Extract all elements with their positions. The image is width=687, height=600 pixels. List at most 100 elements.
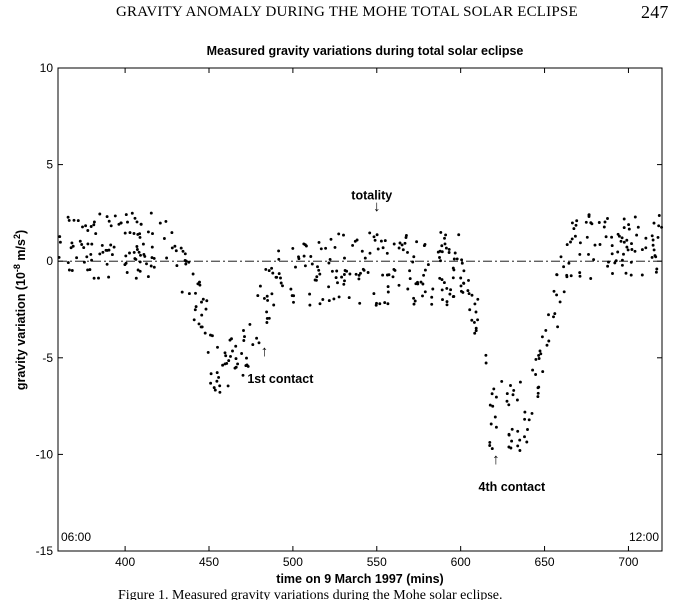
data-point [536, 391, 540, 395]
data-point [141, 242, 145, 246]
data-point [622, 252, 625, 256]
data-point [152, 256, 156, 260]
data-point [372, 292, 376, 296]
data-point [455, 257, 459, 261]
data-point [630, 248, 634, 251]
data-point [123, 231, 127, 235]
data-point [657, 214, 661, 217]
data-point [470, 293, 474, 297]
data-point [545, 343, 549, 347]
data-point [152, 265, 156, 269]
y-axis-label-unit: m/s [14, 239, 28, 264]
data-point [474, 310, 478, 314]
data-point [569, 240, 572, 244]
data-point [622, 240, 626, 244]
data-point [187, 292, 191, 296]
x-tick-label: 550 [367, 555, 387, 569]
data-point [376, 247, 380, 251]
data-point [544, 328, 548, 332]
data-point [229, 354, 232, 358]
data-point [411, 260, 415, 264]
data-point [309, 255, 313, 258]
data-point [526, 428, 529, 431]
data-point [640, 273, 644, 277]
data-point [105, 262, 109, 266]
data-point [430, 302, 434, 306]
data-point [383, 239, 387, 243]
data-point [217, 375, 221, 379]
data-point [89, 225, 93, 228]
data-point [555, 273, 559, 277]
data-point [201, 297, 205, 301]
data-point [212, 386, 216, 390]
data-point [447, 247, 451, 251]
data-point [162, 237, 166, 240]
data-point [500, 379, 504, 383]
data-point [578, 241, 582, 245]
data-point [651, 243, 655, 247]
data-point [466, 289, 470, 293]
data-point [347, 296, 351, 300]
data-point [421, 282, 425, 286]
data-point [327, 299, 331, 303]
data-point [179, 246, 183, 250]
data-point [224, 354, 228, 358]
chart-title: Measured gravity variations during total… [207, 44, 524, 58]
data-point [537, 357, 541, 360]
data-point [449, 288, 453, 292]
data-point [203, 331, 207, 335]
annotation-arrow: ↓ [373, 198, 381, 215]
data-point [66, 261, 70, 265]
data-point [598, 243, 602, 246]
data-point [149, 264, 153, 268]
data-point [138, 269, 142, 273]
data-point [139, 222, 143, 226]
data-point [233, 366, 237, 370]
data-point [98, 252, 102, 256]
data-point [69, 246, 73, 250]
data-point [443, 242, 447, 246]
data-point [573, 234, 577, 238]
data-point [138, 232, 142, 236]
data-point [462, 269, 466, 273]
data-point [265, 294, 269, 298]
data-point [422, 273, 426, 277]
data-point [221, 363, 225, 367]
data-point [510, 439, 514, 443]
data-point [271, 271, 275, 275]
data-point [587, 252, 590, 256]
annotation-label: totality [351, 188, 392, 202]
data-point [324, 246, 328, 250]
data-point [368, 251, 372, 255]
data-point [361, 267, 365, 271]
y-tick-label: -15 [36, 544, 54, 558]
data-point [570, 237, 574, 241]
data-point [603, 220, 607, 224]
data-point [386, 285, 390, 289]
data-point [75, 256, 79, 260]
data-point [198, 283, 202, 287]
data-point [294, 265, 297, 269]
data-point [636, 225, 640, 229]
data-point [281, 284, 284, 288]
data-point [330, 269, 334, 273]
data-point [266, 298, 270, 302]
y-tick-label: 5 [46, 158, 53, 172]
data-point [354, 272, 358, 276]
data-point [277, 272, 281, 276]
data-point [654, 270, 658, 274]
data-point [381, 273, 385, 277]
data-point [226, 384, 230, 388]
data-point [484, 361, 488, 365]
data-point [413, 299, 417, 303]
data-point [610, 244, 614, 248]
data-point [327, 285, 331, 289]
data-point [215, 379, 219, 383]
data-point [255, 336, 259, 340]
data-point [80, 243, 84, 246]
data-point [431, 287, 435, 291]
data-point [507, 433, 511, 437]
data-point [329, 237, 333, 241]
data-point [489, 422, 493, 426]
data-point [525, 440, 529, 444]
